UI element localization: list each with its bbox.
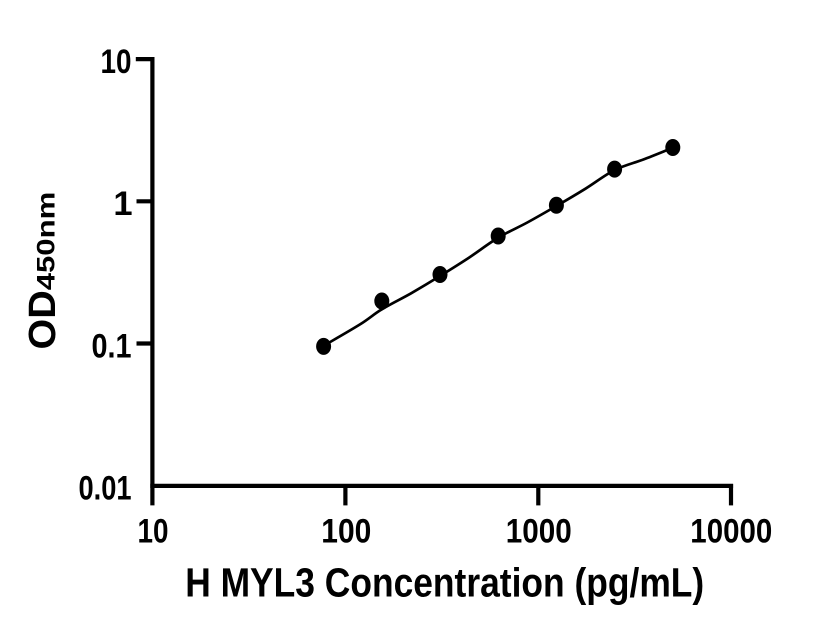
svg-text:10000: 10000 [690, 512, 772, 550]
svg-text:0.01: 0.01 [79, 470, 132, 508]
svg-text:0.1: 0.1 [92, 327, 132, 365]
svg-text:450nm: 450nm [32, 192, 61, 291]
svg-text:H MYL3 Concentration (pg/mL): H MYL3 Concentration (pg/mL) [185, 560, 704, 606]
svg-text:100: 100 [321, 512, 371, 550]
svg-text:1000: 1000 [506, 512, 572, 550]
svg-text:10: 10 [138, 512, 169, 550]
svg-text:10: 10 [101, 43, 132, 81]
svg-text:1: 1 [113, 185, 132, 223]
svg-text:OD: OD [22, 290, 64, 349]
